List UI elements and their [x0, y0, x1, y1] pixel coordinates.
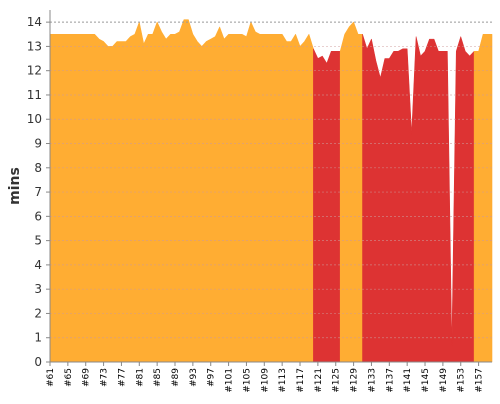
- x-tick-label: #101: [225, 368, 235, 393]
- y-tick-label: 9: [34, 137, 42, 151]
- success-area-band: [49, 19, 314, 363]
- x-tick-label: #81: [135, 368, 145, 387]
- x-tick-labels: #61 #65 #69 #73 #77 #81 #85 #89 #93 #97 #101 #105 #1…: [46, 362, 485, 393]
- success-area-band: [473, 33, 493, 363]
- x-tick-label: #133: [367, 368, 377, 393]
- y-tick-label: 2: [34, 306, 42, 320]
- area-bands: [49, 19, 493, 363]
- x-tick-label: #117: [296, 368, 306, 393]
- y-tick-label: 1: [34, 331, 42, 345]
- failure-area-band: [362, 33, 475, 363]
- x-tick-label: #73: [100, 368, 110, 387]
- x-tick-label: #129: [350, 368, 360, 393]
- x-tick-label: #105: [242, 368, 252, 393]
- x-tick-label: #157: [475, 368, 485, 393]
- x-tick-label: #153: [457, 368, 467, 393]
- x-tick-label: #93: [189, 368, 199, 387]
- x-tick-label: #121: [314, 368, 324, 393]
- axes: [49, 10, 492, 363]
- y-tick-label: 12: [27, 64, 42, 78]
- y-tick-label: 14: [27, 15, 42, 29]
- x-tick-label: #85: [153, 368, 163, 387]
- y-tick-label: 11: [27, 88, 42, 102]
- y-tick-label: 3: [34, 282, 42, 296]
- x-tick-label: #125: [332, 368, 342, 393]
- y-tick-label: 5: [34, 234, 42, 248]
- x-tick-label: #149: [439, 368, 449, 393]
- y-tick-label: 7: [34, 185, 42, 199]
- failure-area-band: [313, 48, 341, 363]
- y-axis-label: mins: [7, 167, 23, 205]
- y-tick-label: 0: [34, 355, 42, 369]
- y-tick-label: 4: [34, 258, 42, 272]
- x-tick-label: #97: [207, 368, 217, 387]
- x-tick-label: #113: [278, 368, 288, 393]
- y-tick-label: 6: [34, 209, 42, 223]
- y-tick-label: 10: [27, 112, 42, 126]
- y-tick-label: 13: [27, 39, 42, 53]
- x-tick-label: #69: [82, 368, 92, 387]
- x-tick-label: #77: [117, 368, 127, 387]
- x-tick-label: #61: [46, 368, 56, 387]
- y-tick-label: 8: [34, 161, 42, 175]
- x-tick-label: #65: [64, 368, 74, 387]
- gridlines: [50, 21, 492, 339]
- x-tick-label: #145: [421, 368, 431, 393]
- x-tick-label: #137: [385, 368, 395, 393]
- x-tick-label: #89: [171, 368, 181, 387]
- x-tick-label: #141: [403, 368, 413, 393]
- x-tick-label: #109: [260, 368, 270, 393]
